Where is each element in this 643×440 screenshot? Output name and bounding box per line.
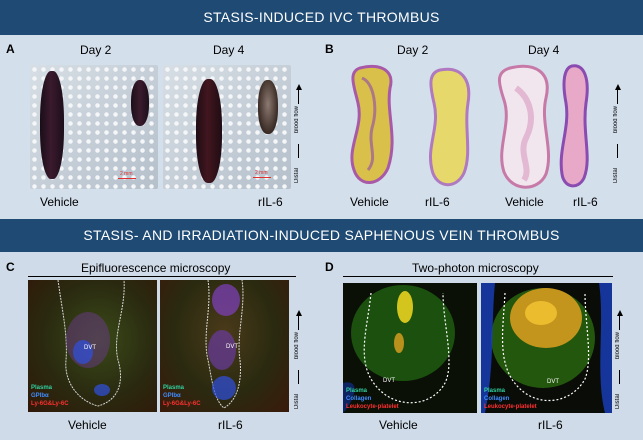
legend-plasma: Plasma [346,388,368,394]
panel-c-vehicle-label: Vehicle [68,418,107,432]
legend-collagen: Collagen [484,396,510,402]
scale-label-a1: 2 mm [120,171,133,177]
panel-a-day2-label: Day 2 [80,43,112,57]
header-saphenous-thrombus: STASIS- AND IRRADIATION-INDUCED SAPHENOU… [0,219,643,252]
panel-b-ril6-2-label: rIL-6 [573,195,598,209]
dvt-label-d1: DVT [383,378,395,384]
panel-a-letter: A [6,42,15,56]
panel-c-title: Epifluorescence microscopy [81,261,231,275]
panel-a-flow-indicator: blood flow Distal [294,84,306,188]
ril6-section-day4 [559,64,589,188]
panel-d-title: Two-photon microscopy [412,261,539,275]
panel-c-ril6-label: rIL-6 [218,418,243,432]
scale-label-a2: 2 mm [255,170,268,176]
vehicle-thrombus-day2 [40,71,64,179]
dvt-label-c2: DVT [226,344,238,350]
header-ivc-thrombus: STASIS-INDUCED IVC THROMBUS [0,0,643,35]
dvt-label-c1: DVT [84,345,96,351]
panel-b-day4-label: Day 4 [528,43,560,57]
vehicle-section-day4 [498,64,550,189]
panel-a-ril6-label: rIL-6 [258,195,283,209]
flow-arrow-icon [296,310,302,316]
vessel-outline [205,280,244,409]
distal-label: Distal [615,394,621,410]
legend-ly6g: Ly-6G&Ly-6C [163,401,201,407]
legend-plasma: Plasma [31,385,53,391]
panel-d-ril6-label: rIL-6 [538,418,563,432]
panel-d-ril6-image: DVT Plasma Collagen Leukocyte-platelet [481,283,612,413]
legend-ly6g: Ly-6G&Ly-6C [31,401,69,407]
vehicle-thrombus-day4 [196,79,222,183]
flow-arrow-icon [615,84,621,90]
legend-collagen: Collagen [346,396,372,402]
flow-label: blood flow [294,106,300,134]
flow-label: blood flow [294,332,300,360]
panel-d-letter: D [325,260,334,274]
panel-a-day4-photo: 2 mm [163,65,291,189]
panel-b-histology [350,64,589,189]
panel-b-day2-label: Day 2 [397,43,429,57]
panel-b-flow-indicator: blood flow Distal [613,84,625,188]
vessel-outline [501,292,590,402]
panel-d-flow-indicator: blood flow Distal [615,310,627,414]
scale-bar-a1 [118,178,136,179]
ril6-section-day2 [429,67,471,187]
panel-a-vehicle-label: Vehicle [40,195,79,209]
panel-a-day4-label: Day 4 [213,43,245,57]
distal-label: Distal [613,168,619,184]
legend-gpib: GPIbα [31,393,49,399]
panel-d-vehicle-image: DVT Plasma Collagen Leukocyte-platelet [343,283,477,413]
flow-arrow-icon [617,310,623,316]
legend-plasma: Plasma [163,385,185,391]
panel-c-vehicle-image: DVT Plasma GPIbα Ly-6G&Ly-6C [28,280,157,412]
flow-label: blood flow [615,332,621,360]
legend-leukocyte-platelet: Leukocyte-platelet [346,404,399,410]
scale-bar-a2 [253,177,271,178]
dvt-label-d2: DVT [547,379,559,385]
flow-label: blood flow [613,106,619,134]
ril6-thrombus-day4 [258,80,278,134]
legend-plasma: Plasma [484,388,506,394]
panel-b-letter: B [325,42,334,56]
legend-gpib: GPIbα [163,393,181,399]
panel-d-vehicle-label: Vehicle [379,418,418,432]
panel-c-ril6-image: DVT Plasma GPIbα Ly-6G&Ly-6C [160,280,289,412]
panel-c-letter: C [6,260,15,274]
panel-c-flow-indicator: blood flow Distal [294,310,306,414]
panel-c-title-rule [28,276,296,277]
panel-b-ril6-1-label: rIL-6 [425,195,450,209]
panel-b-vehicle2-label: Vehicle [505,195,544,209]
distal-label: Distal [294,168,300,184]
panel-b-vehicle1-label: Vehicle [350,195,389,209]
vessel-outline [57,280,125,407]
flow-arrow-icon [296,84,302,90]
ril6-thrombus-day2 [131,80,149,126]
distal-label: Distal [294,394,300,410]
panel-a-day2-photo: 2 mm [30,65,158,189]
legend-leukocyte-platelet: Leukocyte-platelet [484,404,537,410]
panel-d-title-rule [343,276,613,277]
